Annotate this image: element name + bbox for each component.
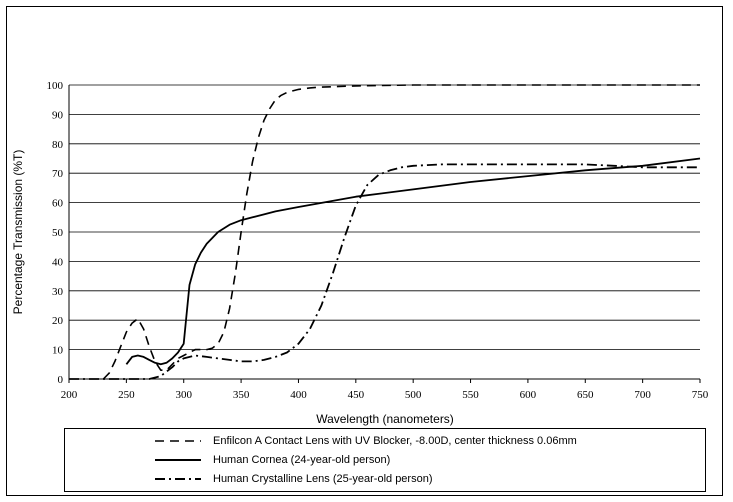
x-tick-label: 700 — [634, 389, 651, 401]
chart-frame — [6, 6, 723, 496]
y-axis-title: Percentage Transmission (%T) — [11, 150, 25, 315]
x-tick-label: 300 — [175, 389, 192, 401]
y-tick-label: 30 — [52, 286, 64, 298]
y-tick-label: 100 — [47, 80, 64, 92]
x-tick-label: 400 — [290, 389, 307, 401]
legend-label-enfilcon: Enfilcon A Contact Lens with UV Blocker,… — [213, 435, 577, 447]
tick-labels: 0 10 20 30 40 50 60 70 80 90 100 200 250 300 350 400 450… — [47, 80, 709, 401]
gridlines — [69, 84, 700, 380]
y-tick-label: 0 — [58, 374, 64, 386]
y-tick-label: 20 — [52, 315, 64, 327]
x-axis-title: Wavelength (nanometers) — [316, 412, 454, 426]
y-tick-label: 10 — [52, 345, 64, 357]
x-tick-label: 350 — [233, 389, 250, 401]
y-tick-label: 70 — [52, 168, 64, 180]
x-tick-label: 600 — [520, 389, 537, 401]
series-cornea-line — [125, 157, 701, 366]
legend-swatch-solid — [155, 459, 201, 461]
axes — [68, 85, 701, 383]
legend-label-cornea: Human Cornea (24-year-old person) — [213, 454, 391, 466]
y-tick-label: 90 — [52, 109, 64, 121]
series-enfilcon-line — [102, 84, 700, 380]
x-tick-label: 250 — [118, 389, 135, 401]
series-crystalline-line — [69, 163, 700, 380]
x-tick-label: 450 — [348, 389, 365, 401]
x-tick-label: 550 — [462, 389, 479, 401]
series-lines — [69, 84, 701, 380]
legend-swatch-dashed — [155, 440, 201, 442]
legend-item-enfilcon: Enfilcon A Contact Lens with UV Blocker,… — [155, 432, 577, 450]
y-tick-label: 40 — [52, 256, 64, 268]
x-tick-label: 650 — [577, 389, 594, 401]
legend-label-crystalline: Human Crystalline Lens (25-year-old pers… — [213, 473, 433, 485]
legend-item-cornea: Human Cornea (24-year-old person) — [155, 451, 390, 469]
y-tick-label: 80 — [52, 139, 64, 151]
x-tick-label: 500 — [405, 389, 422, 401]
x-tick-label: 200 — [61, 389, 78, 401]
y-tick-label: 60 — [52, 198, 64, 210]
legend-item-crystalline: Human Crystalline Lens (25-year-old pers… — [155, 470, 432, 488]
x-tick-label: 750 — [692, 389, 709, 401]
legend-swatch-dash-dot — [155, 478, 201, 480]
legend: Enfilcon A Contact Lens with UV Blocker,… — [64, 428, 706, 492]
y-tick-label: 50 — [52, 227, 64, 239]
